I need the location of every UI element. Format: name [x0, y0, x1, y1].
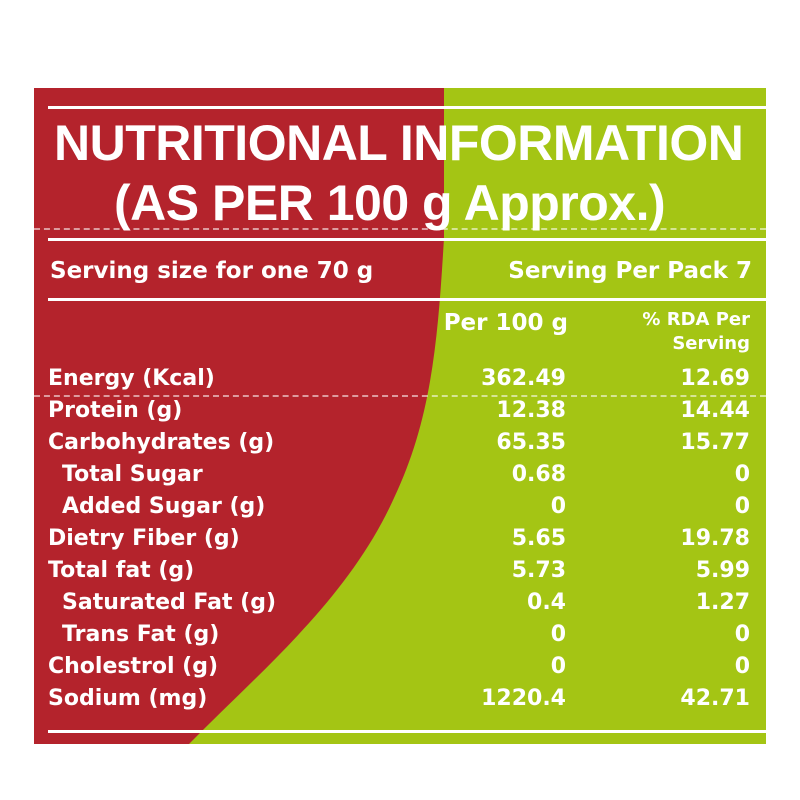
- servings-per-pack: Serving Per Pack 7: [508, 258, 752, 284]
- rda-value: 5.99: [695, 558, 750, 583]
- table-row: Added Sugar (g) 0 0: [34, 491, 766, 523]
- nutrient-label: Sodium (mg): [48, 686, 208, 711]
- nutrient-label: Protein (g): [48, 398, 183, 423]
- rda-value: 19.78: [680, 526, 750, 551]
- nutrient-label: Energy (Kcal): [48, 366, 215, 391]
- nutrient-label: Carbohydrates (g): [48, 430, 275, 455]
- per100-value: 0.4: [527, 590, 566, 615]
- rda-value: 14.44: [680, 398, 750, 423]
- nutrient-label: Total fat (g): [48, 558, 195, 583]
- col-header-rda-line2: Serving: [672, 333, 750, 354]
- table-row: Protein (g) 12.38 14.44: [34, 395, 766, 427]
- table-row: Cholestrol (g) 0 0: [34, 651, 766, 683]
- nutrient-label: Added Sugar (g): [62, 494, 266, 519]
- serving-bottom-rule: [48, 298, 766, 301]
- rda-value: 1.27: [695, 590, 750, 615]
- rda-value: 0: [734, 622, 750, 647]
- rda-value: 0: [734, 494, 750, 519]
- table-row: Energy (Kcal) 362.49 12.69: [34, 363, 766, 395]
- per100-value: 362.49: [481, 366, 566, 391]
- per100-value: 5.73: [511, 558, 566, 583]
- table-row: Sodium (mg) 1220.4 42.71: [34, 683, 766, 715]
- table-row: Trans Fat (g) 0 0: [34, 619, 766, 651]
- col-header-per100: Per 100 g: [443, 310, 568, 336]
- rda-value: 42.71: [680, 686, 750, 711]
- per100-value: 1220.4: [481, 686, 566, 711]
- nutrition-panel: NUTRITIONAL INFORMATION (AS PER 100 g Ap…: [34, 88, 766, 744]
- per100-value: 0: [550, 654, 566, 679]
- per100-value: 0: [550, 494, 566, 519]
- table-row: Total fat (g) 5.73 5.99: [34, 555, 766, 587]
- table-row: Dietry Fiber (g) 5.65 19.78: [34, 523, 766, 555]
- serving-top-rule: [48, 238, 766, 241]
- nutrient-label: Saturated Fat (g): [62, 590, 277, 615]
- top-rule: [48, 106, 766, 109]
- per100-value: 12.38: [496, 398, 566, 423]
- per100-value: 5.65: [511, 526, 566, 551]
- nutrient-label: Dietry Fiber (g): [48, 526, 240, 551]
- nutrient-label: Trans Fat (g): [62, 622, 220, 647]
- title-divider: [34, 228, 766, 230]
- col-header-rda: % RDA Per Serving: [642, 308, 750, 356]
- title-line-2: (AS PER 100 g Approx.): [114, 175, 666, 231]
- col-header-rda-line1: % RDA Per: [642, 309, 750, 330]
- nutrient-label: Total Sugar: [62, 462, 203, 487]
- panel-background: [34, 88, 766, 744]
- table-row: Saturated Fat (g) 0.4 1.27: [34, 587, 766, 619]
- red-area: [34, 88, 444, 744]
- per100-value: 0.68: [511, 462, 566, 487]
- per100-value: 0: [550, 622, 566, 647]
- rda-value: 15.77: [680, 430, 750, 455]
- table-row: Carbohydrates (g) 65.35 15.77: [34, 427, 766, 459]
- bottom-rule: [48, 730, 766, 733]
- serving-size: Serving size for one 70 g: [50, 258, 374, 284]
- nutrient-label: Cholestrol (g): [48, 654, 219, 679]
- per100-value: 65.35: [496, 430, 566, 455]
- rda-value: 0: [734, 462, 750, 487]
- rows-divider: [34, 395, 766, 397]
- table-row: Total Sugar 0.68 0: [34, 459, 766, 491]
- rda-value: 0: [734, 654, 750, 679]
- title-line-1: NUTRITIONAL INFORMATION: [54, 115, 744, 171]
- rda-value: 12.69: [680, 366, 750, 391]
